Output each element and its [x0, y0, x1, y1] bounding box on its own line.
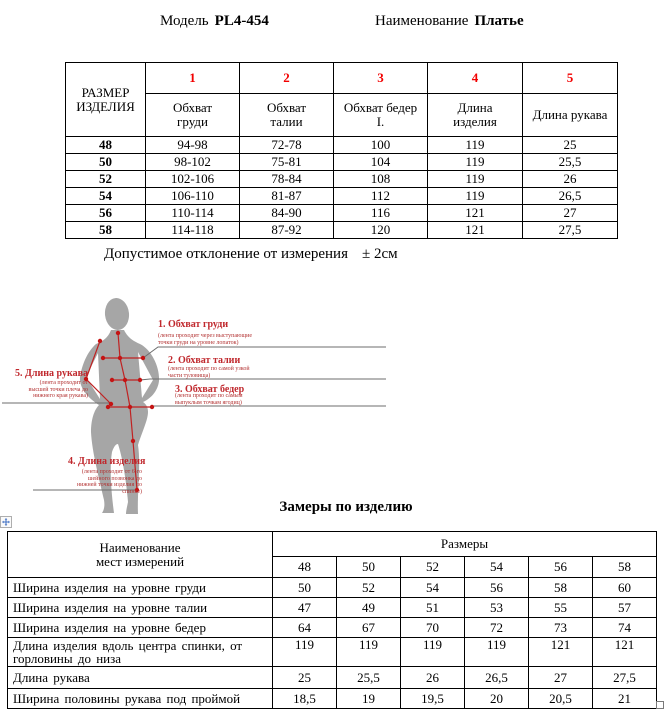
col-number: 4 [427, 62, 523, 94]
col-number: 1 [145, 62, 240, 94]
tolerance-value: ± 2см [361, 246, 398, 262]
annotation-waist-title: 2. Обхват талии [168, 355, 241, 366]
size-header: 54 [464, 556, 529, 578]
size-table-corner: РАЗМЕР ИЗДЕЛИЯ [65, 62, 146, 137]
col-label: Обхват бедер I. [333, 93, 428, 137]
table-move-handle-icon[interactable] [0, 516, 12, 528]
col-number: 2 [239, 62, 334, 94]
size-header: 58 [592, 556, 657, 578]
tolerance-note: Допустимое отклонение от измерения ± 2см [104, 246, 398, 263]
annotation-length-title: 4. Длина изделия [68, 456, 146, 467]
col-label: Обхват груди [145, 93, 240, 137]
annotation-sleeve-title: 5. Длина рукава [15, 368, 88, 379]
annotation-sleeve-caption: (лента проходит от высшей точки плеча до… [28, 380, 88, 399]
table-row: Ширина изделия на уровне бедер 64 67 70 … [7, 617, 657, 638]
table-row: 54 106-110 81-87 112 119 26,5 [65, 187, 618, 205]
col-number: 3 [333, 62, 428, 94]
measurements-header-name: Наименование мест измерений [7, 531, 273, 578]
tolerance-label: Допустимое отклонение от измерения [104, 246, 348, 262]
measurements-header-sizes: Размеры [272, 531, 657, 557]
table-row: 48 94-98 72-78 100 119 25 [65, 136, 618, 154]
model-label: Модель [160, 13, 209, 29]
table-row: Длина рукава 25 25,5 26 26,5 27 27,5 [7, 666, 657, 689]
size-header: 50 [336, 556, 401, 578]
table-row: Длина изделия вдоль центра спинки, от го… [7, 637, 657, 667]
col-number: 5 [522, 62, 618, 94]
model-value: PL4-454 [214, 13, 269, 29]
measurements-title: Замеры по изделию [279, 499, 413, 515]
table-row: 50 98-102 75-81 104 119 25,5 [65, 153, 618, 171]
annotation-chest-caption: (лента проходит через выступающие точки … [158, 333, 252, 346]
table-row: Ширина изделия на уровне талии 47 49 51 … [7, 597, 657, 618]
measurement-figure: 1. Обхват груди (лента проходит через вы… [0, 290, 400, 520]
annotation-length-caption: (лента проходит от 6-го шейного позвонка… [76, 469, 142, 495]
col-label: Обхват талии [239, 93, 334, 137]
table-row: 56 110-114 84-90 116 121 27 [65, 204, 618, 222]
table-row: 52 102-106 78-84 108 119 26 [65, 170, 618, 188]
col-label: Длина рукава [522, 93, 618, 137]
table-resize-handle[interactable] [656, 701, 664, 709]
female-silhouette-diagram [2, 298, 386, 514]
annotation-hip-title: 3. Обхват бедер [175, 384, 245, 395]
measurements-table: Наименование мест измерений Размеры 48 5… [7, 531, 657, 709]
table-row: 58 114-118 87-92 120 121 27,5 [65, 221, 618, 239]
name-heading: Наименование Платье [375, 13, 524, 30]
model-heading: Модель PL4-454 [160, 13, 269, 30]
table-row: Ширина половины рукава под проймой 18,5 … [7, 688, 657, 709]
size-table: РАЗМЕР ИЗДЕЛИЯ 1 2 3 4 5 Обхват груди Обх… [65, 62, 618, 239]
annotation-chest-title: 1. Обхват груди [158, 319, 229, 330]
size-header: 52 [400, 556, 465, 578]
annotation-hip-caption: (лента проходит по самым выпуклым точкам… [175, 393, 243, 406]
size-header: 48 [272, 556, 337, 578]
table-row: Ширина изделия на уровне груди 50 52 54 … [7, 577, 657, 598]
size-header: 56 [528, 556, 593, 578]
name-label: Наименование [375, 13, 469, 29]
name-value: Платье [474, 13, 524, 29]
annotation-waist-caption: (лента проходит по самой узкой части тул… [168, 366, 250, 379]
col-label: Длина изделия [427, 93, 523, 137]
